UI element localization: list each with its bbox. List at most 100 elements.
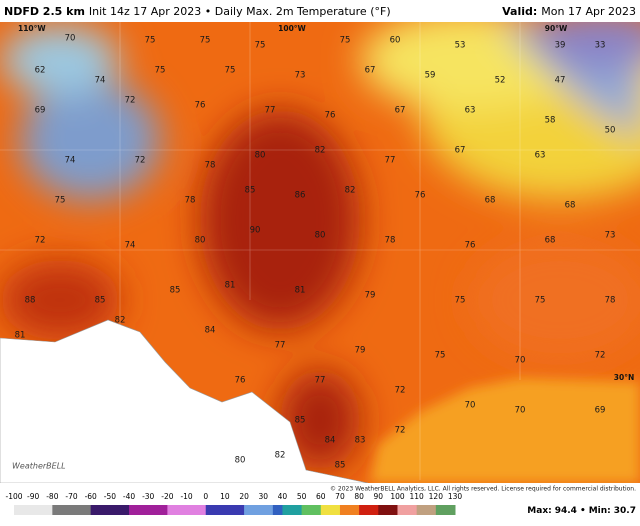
colorbar-swatch (14, 505, 25, 515)
temperature-label: 74 (65, 156, 76, 166)
temperature-label: 82 (345, 186, 356, 196)
temperature-label: 75 (255, 41, 266, 51)
colorbar-swatch (138, 505, 149, 515)
temperature-label: 52 (495, 76, 506, 86)
colorbar-swatch (119, 505, 130, 515)
temperature-label: 76 (235, 376, 246, 386)
min: 30.7 (614, 506, 636, 516)
temperature-label: 58 (545, 116, 556, 126)
temperature-label: 75 (155, 66, 166, 76)
temperature-label: 68 (565, 201, 576, 211)
temperature-label: 77 (275, 341, 286, 351)
temperature-label: 90 (250, 226, 261, 236)
colorbar-swatch (445, 505, 456, 515)
valid: Valid: Mon 17 Apr 2023 (502, 5, 636, 18)
colorbar-swatch (23, 505, 34, 515)
colorbar-swatch (368, 505, 379, 515)
temperature-label: 81 (225, 281, 236, 291)
temperature-label: 75 (535, 296, 546, 306)
colorbar-tick-label: 110 (409, 492, 424, 501)
header: NDFD 2.5 km Init 14z 17 Apr 2023 • Daily … (4, 5, 391, 18)
temperature-field (0, 22, 640, 470)
colorbar-swatch (129, 505, 140, 515)
temperature-label: 85 (295, 416, 306, 426)
temperature-label: 83 (355, 436, 366, 446)
colorbar-tick-label: -90 (27, 492, 39, 501)
watermark: WeatherBELL (12, 462, 66, 471)
temperature-label: 75 (340, 36, 351, 46)
temperature-label: 70 (465, 401, 476, 411)
temperature-label: 69 (595, 406, 606, 416)
temperature-label: 53 (455, 41, 466, 51)
colorbar-swatch (148, 505, 159, 515)
colorbar-tick-label: -20 (161, 492, 173, 501)
colorbar-swatch (167, 505, 178, 515)
temperature-label: 60 (390, 36, 401, 46)
temperature-label: 68 (545, 236, 556, 246)
temperature-label: 70 (515, 356, 526, 366)
temperature-label: 75 (435, 351, 446, 361)
colorbar-tick-label: -100 (5, 492, 22, 501)
temperature-label: 85 (170, 286, 181, 296)
temperature-label: 80 (195, 236, 206, 246)
colorbar-swatch (407, 505, 418, 515)
colorbar-swatch (71, 505, 82, 515)
valid-date: Mon 17 Apr 2023 (541, 5, 636, 18)
temperature-label: 47 (555, 76, 566, 86)
colorbar-tick-label: 80 (354, 492, 364, 501)
temperature-label: 80 (235, 456, 246, 466)
colorbar-swatch (109, 505, 120, 515)
colorbar-swatch (244, 505, 255, 515)
colorbar-swatch (416, 505, 427, 515)
temperature-label: 79 (365, 291, 376, 301)
temperature-label: 62 (35, 66, 46, 76)
temperature-label: 63 (465, 106, 476, 116)
temperature-label: 67 (395, 106, 406, 116)
colorbar-tick-label: -30 (142, 492, 154, 501)
colorbar-swatch (224, 505, 235, 515)
colorbar-swatch (311, 505, 322, 515)
colorbar-swatch (253, 505, 264, 515)
temperature-label: 88 (25, 296, 36, 306)
temperature-label: 82 (315, 146, 326, 156)
colorbar-swatch (292, 505, 303, 515)
colorbar-swatch (282, 505, 293, 515)
colorbar-tick-label: 100 (390, 492, 405, 501)
mexico (0, 319, 369, 483)
colorbar-tick-label: -40 (123, 492, 135, 501)
colorbar-swatch (320, 505, 331, 515)
subtitle: Init 14z 17 Apr 2023 • Daily Max. 2m Tem… (89, 5, 391, 18)
temperature-label: 67 (365, 66, 376, 76)
temperature-label: 82 (115, 316, 126, 326)
colorbar-swatch (186, 505, 197, 515)
temperature-label: 59 (425, 71, 436, 81)
colorbar-swatch (205, 505, 216, 515)
borders (0, 22, 640, 480)
temperature-label: 76 (325, 111, 336, 121)
colorbar-swatch (61, 505, 73, 515)
temperature-label: 82 (275, 451, 286, 461)
colorbar-swatch (378, 505, 389, 515)
colorbar-tick-label: -50 (104, 492, 116, 501)
temperature-label: 74 (125, 241, 136, 251)
colorbar-tick-label: 60 (316, 492, 326, 501)
colorbar-swatch (387, 505, 398, 515)
temperature-label: 84 (325, 436, 336, 446)
temperature-label: 69 (35, 106, 46, 116)
colorbar-swatch (42, 505, 53, 515)
colorbar-tick-label: 120 (429, 492, 444, 501)
colorbar-tick-label: 10 (220, 492, 230, 501)
stats: Max: 94.4 • Min: 30.7 (527, 506, 636, 516)
colorbar-tick-label: 90 (374, 492, 384, 501)
temperature-label: 77 (315, 376, 326, 386)
colorbar-swatch (33, 505, 44, 515)
temperature-label: 72 (595, 351, 606, 361)
colorbar-tick-label: 40 (278, 492, 288, 501)
colorbar-swatch (426, 505, 437, 515)
temperature-label: 75 (200, 36, 211, 46)
map (0, 22, 640, 483)
colorbar-swatch (90, 505, 101, 515)
temperature-label: 72 (395, 426, 406, 436)
temperature-label: 80 (255, 151, 266, 161)
